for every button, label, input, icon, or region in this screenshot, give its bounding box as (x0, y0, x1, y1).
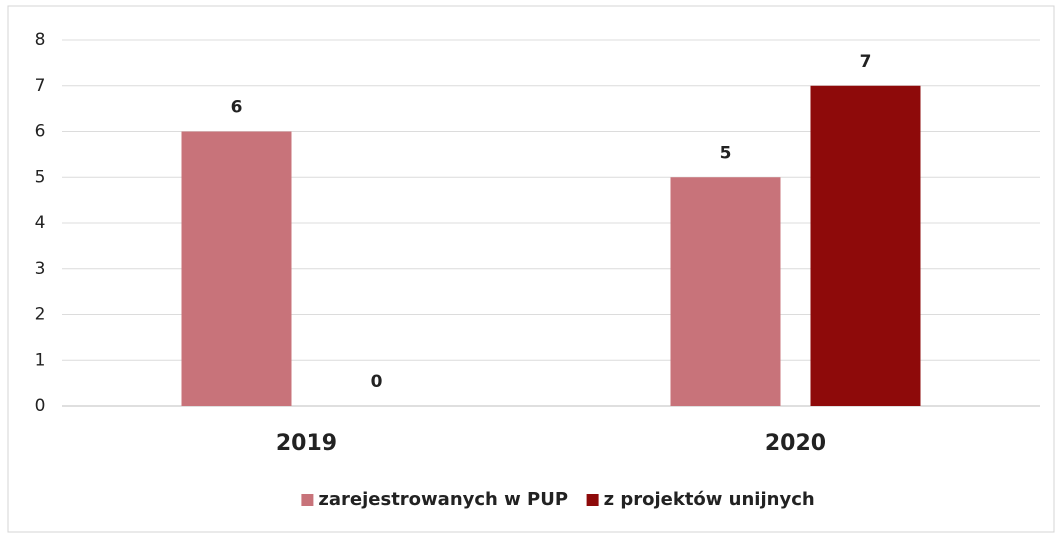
data-label: 6 (231, 98, 243, 118)
legend-label: zarejestrowanych w PUP (318, 489, 568, 510)
y-tick-label: 8 (35, 30, 46, 50)
x-tick-label: 2020 (765, 431, 826, 456)
x-tick-label: 2019 (276, 431, 337, 456)
data-label: 7 (860, 52, 872, 72)
y-tick-label: 4 (35, 213, 46, 233)
legend-swatch (586, 494, 599, 506)
legend-label: z projektów unijnych (604, 489, 815, 510)
y-tick-label: 5 (35, 167, 46, 187)
y-tick-label: 2 (35, 305, 46, 325)
data-label: 0 (371, 372, 383, 392)
y-tick-label: 7 (35, 76, 46, 96)
bar (670, 177, 781, 406)
data-label: 5 (720, 143, 732, 163)
y-tick-label: 3 (35, 259, 46, 279)
y-tick-label: 1 (35, 350, 46, 370)
bar (181, 131, 292, 406)
bar (810, 85, 921, 406)
legend-swatch (301, 494, 314, 506)
y-tick-label: 0 (35, 396, 46, 416)
y-tick-label: 6 (35, 122, 46, 142)
